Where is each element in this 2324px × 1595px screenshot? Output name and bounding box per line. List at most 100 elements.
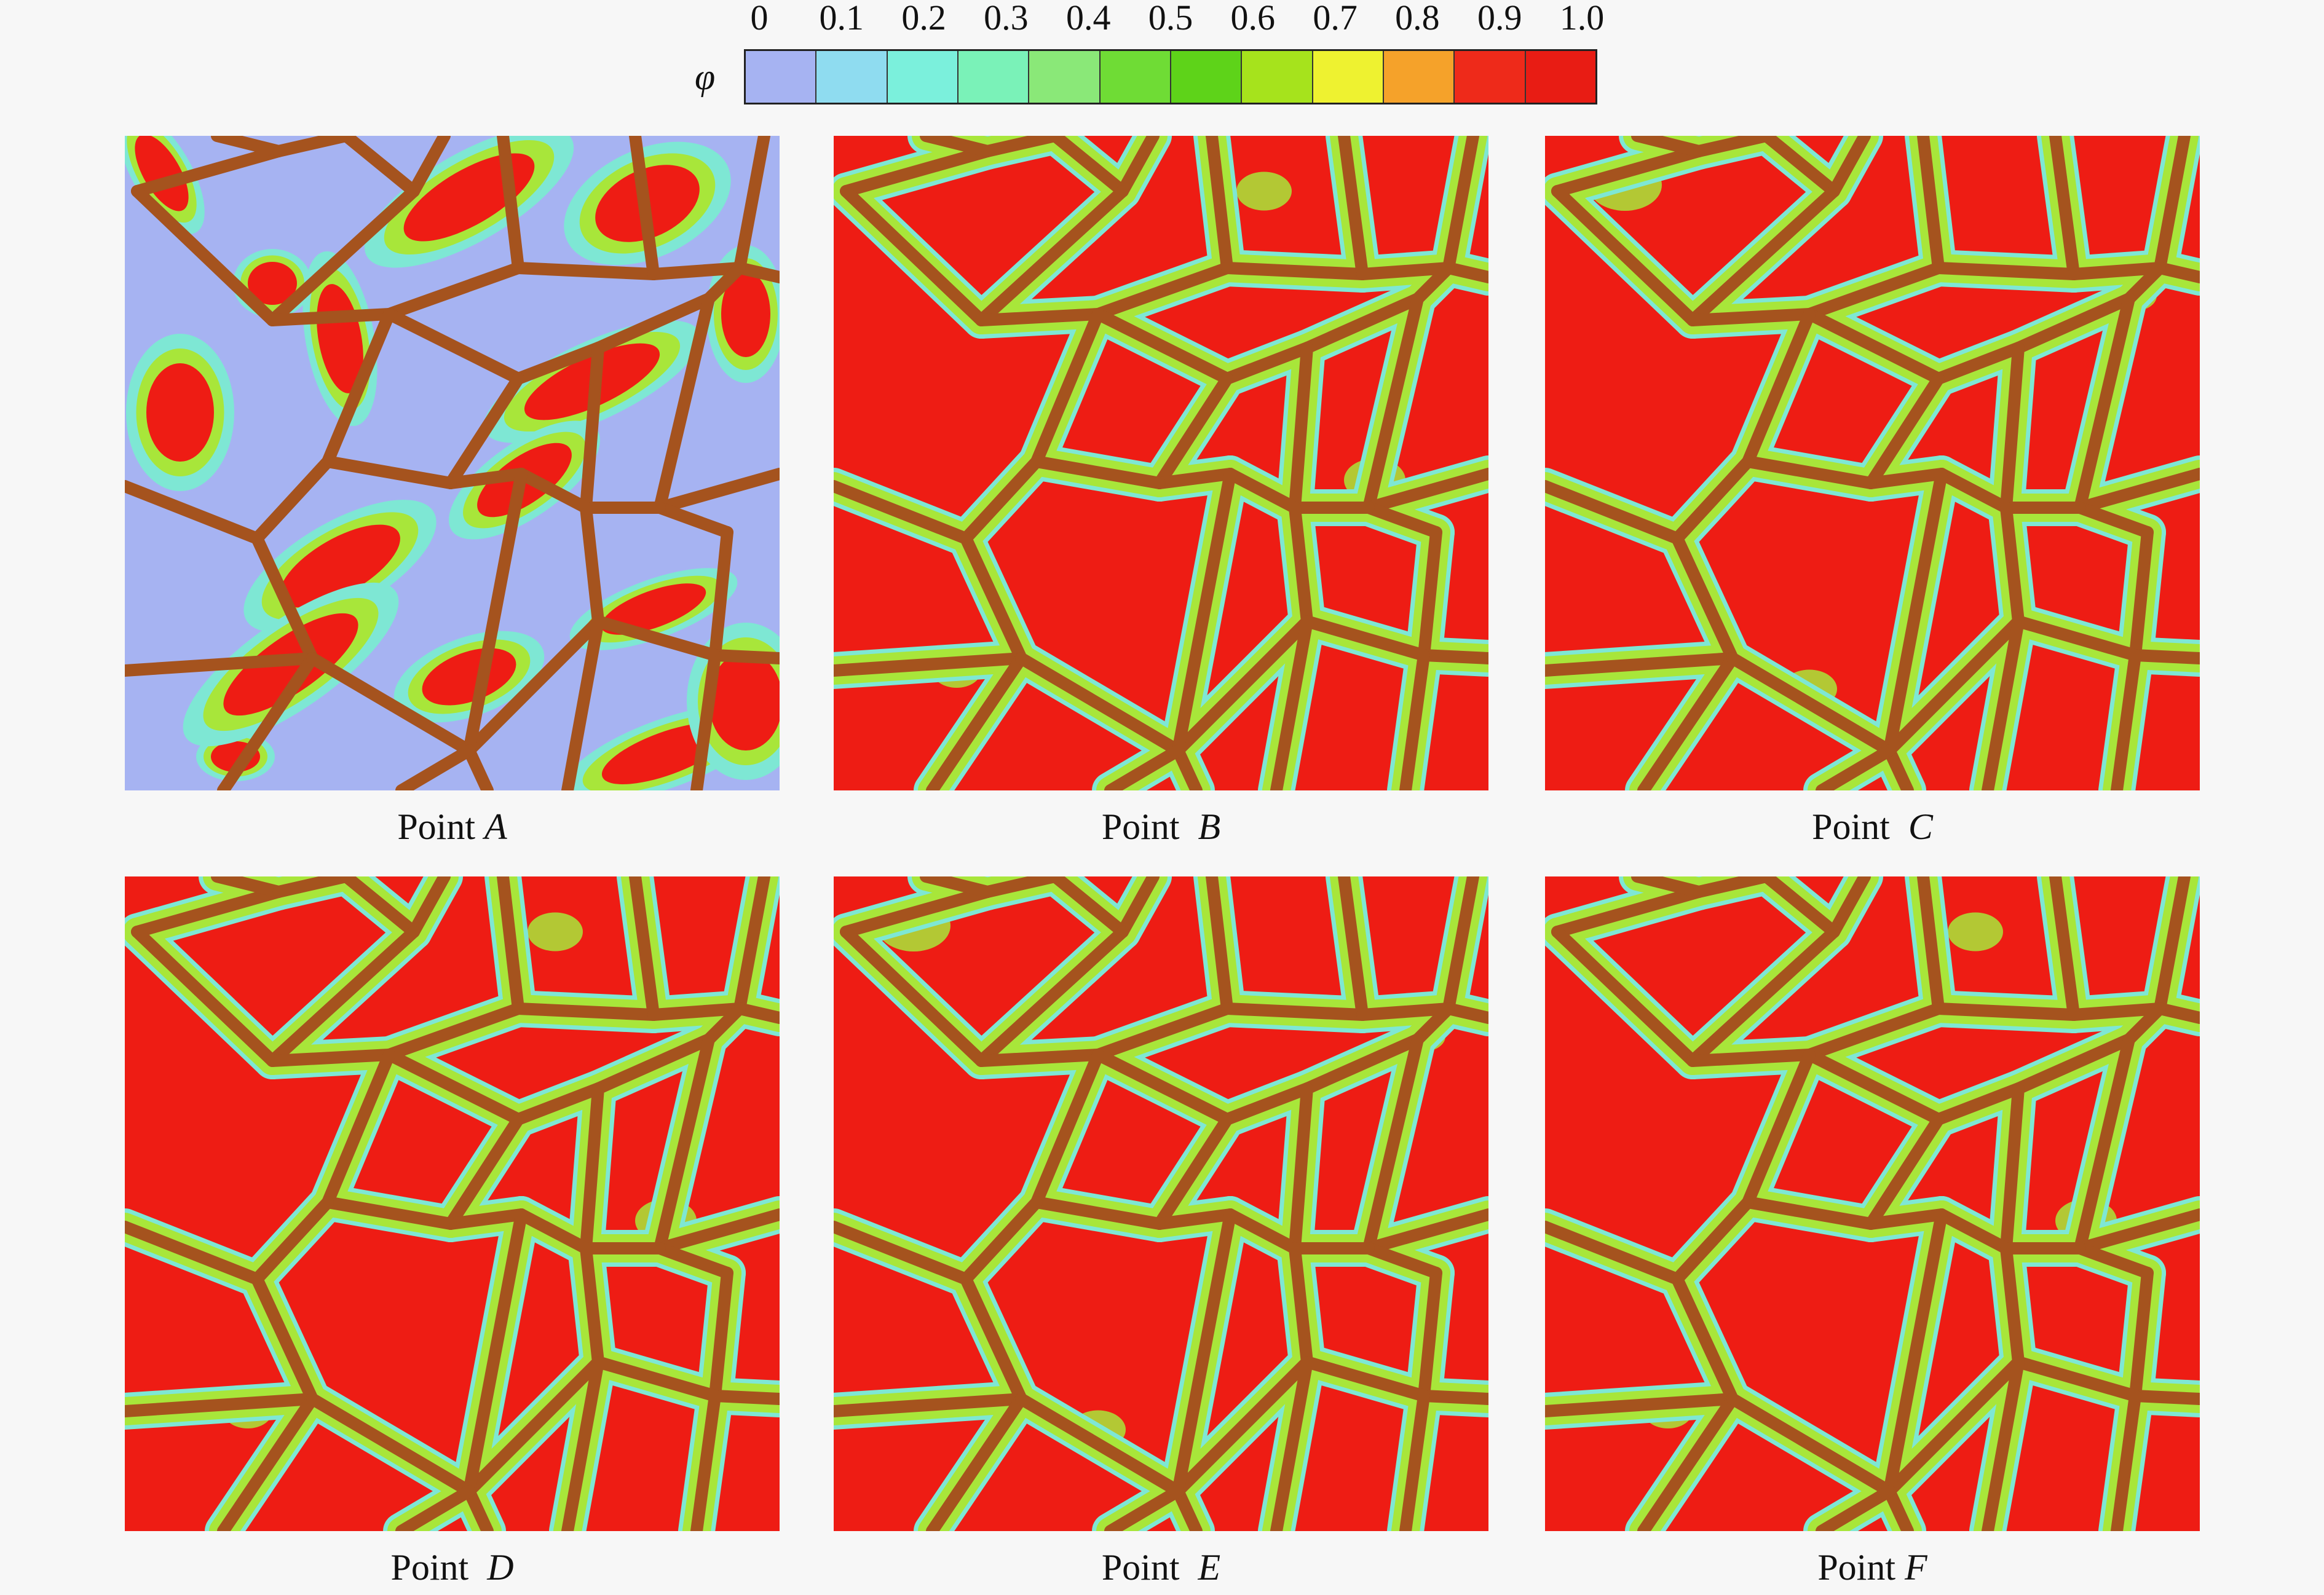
grain-boundary xyxy=(733,1002,780,1024)
grain-boundary xyxy=(251,532,318,664)
grain-boundary xyxy=(580,1082,604,1254)
grain-boundary xyxy=(654,468,780,514)
grain-boundary xyxy=(2154,136,2191,274)
grain-boundary xyxy=(1932,1002,2080,1021)
grain-boundary xyxy=(1693,876,1773,898)
grain-boundary xyxy=(383,262,524,320)
grain-boundary xyxy=(383,308,524,385)
grain-boundary xyxy=(1030,1196,1166,1230)
grain-boundary xyxy=(703,262,746,305)
grain-boundary xyxy=(2123,1002,2166,1046)
grain-boundary xyxy=(445,468,528,489)
grain-boundary xyxy=(920,136,994,157)
grain-boundary xyxy=(1671,1273,1739,1405)
grain-boundary xyxy=(2074,502,2154,538)
grain-boundary xyxy=(1030,308,1104,468)
colorbar-tick-label: 0 xyxy=(750,0,769,37)
grain-boundary xyxy=(395,744,475,790)
grain-boundary xyxy=(1982,615,2025,790)
phase-field-map xyxy=(125,876,780,1531)
grain-boundary xyxy=(580,1242,604,1368)
grain-boundary xyxy=(1049,876,1129,938)
grain-boundary xyxy=(383,1002,524,1061)
grain-boundary xyxy=(2074,468,2200,514)
grain-boundary xyxy=(2154,876,2191,1015)
grain-boundary xyxy=(840,926,987,1067)
grain-boundary xyxy=(1883,615,2025,757)
grain-boundary xyxy=(515,468,592,514)
grain-boundary xyxy=(217,652,318,790)
colorbar-tick-label: 0.2 xyxy=(901,0,946,37)
grain-boundary xyxy=(1742,1196,1877,1230)
grain-boundary xyxy=(322,455,457,489)
grain-boundary xyxy=(1362,1242,1442,1279)
colorbar-segment xyxy=(1383,51,1455,103)
grain-boundary xyxy=(2129,1267,2154,1402)
colorbar-tick-label: 1.0 xyxy=(1559,0,1605,37)
grain-boundary xyxy=(1442,262,1488,283)
grain-boundary xyxy=(1693,136,1773,157)
grain-boundary xyxy=(383,1049,524,1125)
grain-boundary xyxy=(975,185,1129,326)
phase-field-map xyxy=(1545,876,2200,1531)
grain-boundary xyxy=(2154,1002,2200,1024)
grain-boundary xyxy=(322,308,395,468)
grain-boundary xyxy=(1362,502,1442,538)
grain-boundary xyxy=(1172,1208,1236,1497)
grain-boundary xyxy=(266,1049,395,1067)
grain-boundary xyxy=(690,1390,721,1531)
grain-boundary xyxy=(408,876,451,938)
grain-boundary xyxy=(266,185,420,326)
grain-boundary xyxy=(1917,136,1945,274)
grain-boundary xyxy=(1206,876,1233,1015)
grain-boundary xyxy=(1153,372,1233,489)
phase-droplet xyxy=(248,262,297,305)
grain-boundary xyxy=(512,262,660,280)
grain-boundary xyxy=(834,480,972,545)
grain-boundary xyxy=(2074,1208,2200,1254)
transition-patch xyxy=(1948,912,2003,951)
grain-boundary xyxy=(1418,1267,1442,1402)
grain-boundary xyxy=(1917,876,1945,1015)
grain-boundary xyxy=(1172,744,1203,790)
grain-boundary xyxy=(445,372,524,489)
grain-boundary xyxy=(834,1221,972,1285)
grain-boundary xyxy=(2111,1390,2141,1531)
grain-boundary xyxy=(1442,136,1479,274)
colorbar-segment xyxy=(1171,51,1243,103)
grain-boundary xyxy=(975,926,1129,1067)
phase-field-map xyxy=(1545,136,2200,790)
grain-boundary xyxy=(2074,1033,2135,1254)
grain-boundary xyxy=(272,136,352,157)
grain-boundary xyxy=(1172,615,1313,757)
grain-boundary xyxy=(2000,1242,2025,1368)
grain-boundary xyxy=(733,262,780,283)
grain-boundary xyxy=(1803,1002,1945,1061)
grain-boundary xyxy=(251,455,334,545)
grain-boundary xyxy=(1092,262,1233,320)
grain-boundary xyxy=(463,1208,528,1497)
grain-boundary xyxy=(1117,136,1160,197)
grain-boundary xyxy=(1289,1242,1313,1368)
colorbar-segment xyxy=(746,51,817,103)
colorbar-segment xyxy=(1313,51,1384,103)
caption-point-e: Point E xyxy=(1101,1547,1221,1588)
grain-boundary xyxy=(1221,262,1369,280)
grain-boundary xyxy=(1883,468,1948,757)
grain-boundary xyxy=(1224,468,1301,514)
grain-boundary xyxy=(1883,744,1914,790)
grain-boundary xyxy=(1726,652,1895,757)
grain-boundary xyxy=(629,136,660,280)
grain-boundary xyxy=(512,342,604,385)
transition-patch xyxy=(1236,171,1292,211)
grain-boundary xyxy=(1883,1485,1914,1531)
grain-boundary xyxy=(592,293,715,354)
phase-droplet xyxy=(280,524,400,608)
grain-boundary xyxy=(561,615,604,790)
grain-boundary xyxy=(1172,1356,1313,1497)
grain-boundary xyxy=(497,876,524,1015)
grain-boundary xyxy=(1338,876,1369,1021)
grain-boundary xyxy=(463,468,528,757)
caption-point-f: Point F xyxy=(1817,1547,1927,1588)
grain-boundary xyxy=(1883,1208,1948,1497)
